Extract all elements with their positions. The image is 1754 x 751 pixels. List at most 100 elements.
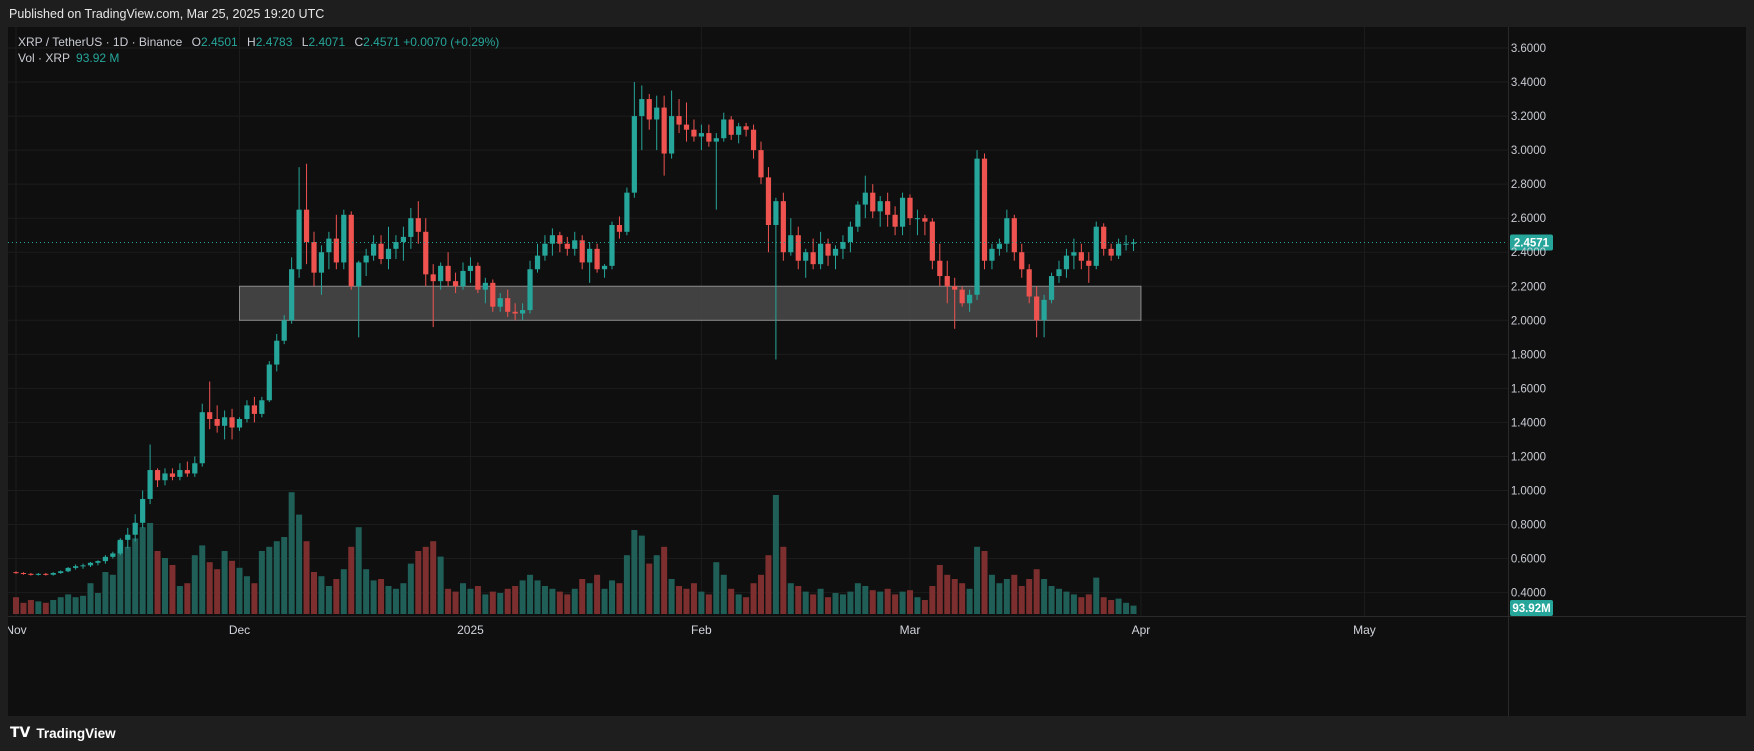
volume-label[interactable]: Vol · XRP — [18, 51, 71, 65]
volume-bar — [556, 591, 563, 614]
candle-body — [646, 99, 652, 120]
volume-bar — [266, 546, 273, 614]
candle-body — [482, 282, 488, 290]
last-volume-label: 93.92M — [1512, 603, 1550, 615]
volume-bar — [378, 579, 385, 614]
candle-body — [73, 566, 79, 568]
candle-body — [579, 240, 585, 263]
candle-body — [572, 240, 578, 249]
volume-bar — [363, 569, 370, 614]
volume-bar — [452, 591, 459, 614]
candle-body — [20, 573, 27, 575]
volume-bar — [720, 574, 727, 614]
volume-bar — [154, 551, 161, 614]
volume-bar — [735, 594, 742, 614]
price-tick-label: 2.0000 — [1511, 315, 1546, 327]
volume-bar — [1093, 577, 1100, 614]
candle-body — [326, 238, 332, 253]
volume-bar — [1123, 602, 1130, 614]
volume-bar — [392, 588, 399, 614]
candle-body — [1078, 252, 1084, 261]
candle-body — [251, 405, 257, 414]
symbol-label[interactable]: XRP / TetherUS · 1D · Binance — [18, 35, 183, 49]
candle-body — [974, 158, 980, 295]
volume-bar — [743, 597, 750, 614]
time-axis: Nov Dec 2025 Feb Mar Apr May — [8, 623, 1376, 637]
volume-bar — [50, 600, 57, 614]
volume-bar — [1056, 588, 1062, 614]
candle-body — [169, 473, 176, 477]
volume-bar — [914, 597, 921, 614]
candle-body — [408, 218, 414, 237]
candle-body — [587, 248, 593, 263]
candle-body — [222, 417, 228, 426]
volume-bar — [199, 545, 206, 614]
candlestick-chart[interactable]: 2.4571 93.92M 0.4000 0.6000 0.8000 1.0000 1.2… — [8, 27, 1746, 716]
volume-bar — [512, 586, 519, 614]
volume-bar — [1003, 579, 1010, 614]
volume-bar — [102, 572, 109, 614]
volume-bar — [1041, 579, 1048, 614]
volume-bar — [236, 567, 243, 614]
volume-bar — [1130, 605, 1137, 614]
candle-body — [989, 248, 995, 261]
volume-bar — [27, 600, 34, 614]
price-tick-label: 0.6000 — [1511, 554, 1546, 566]
tradingview-brand[interactable]: TV TradingView — [10, 725, 116, 741]
volume-bar — [728, 588, 735, 614]
candle-body — [1071, 252, 1077, 256]
candle-body — [1123, 243, 1129, 245]
candle-body — [996, 243, 1002, 249]
candle-body — [125, 534, 131, 540]
volume-bar — [147, 523, 154, 614]
low-label: L — [301, 35, 309, 49]
candle-body — [289, 269, 295, 321]
volume-bars — [13, 492, 1137, 614]
chart-grid — [8, 27, 1746, 716]
candle-body — [35, 573, 41, 575]
volume-bar — [214, 569, 221, 614]
high-value: 2.4783 — [255, 35, 293, 49]
candle-body — [937, 260, 943, 277]
open-label: O — [191, 35, 201, 49]
time-tick-label: Apr — [1132, 623, 1151, 637]
candle-body — [1063, 255, 1070, 270]
volume-bar — [437, 556, 444, 614]
candle-body — [378, 243, 384, 260]
candle-body — [624, 192, 630, 232]
price-tick-label: 3.2000 — [1511, 111, 1546, 123]
candle-body — [1056, 269, 1062, 277]
volume-bar — [750, 583, 757, 614]
volume-bar — [579, 579, 586, 614]
volume-bar — [385, 586, 392, 614]
last-volume-badge — [1510, 600, 1553, 616]
volume-bar — [564, 594, 571, 614]
volume-bar — [966, 588, 973, 614]
volume-bar — [661, 546, 668, 614]
price-tick-label: 1.2000 — [1511, 451, 1546, 463]
volume-bar — [467, 588, 474, 614]
candle-body — [110, 553, 116, 557]
candle-body — [154, 470, 161, 481]
price-tick-label: 2.4000 — [1511, 247, 1546, 259]
candle-body — [274, 340, 280, 365]
candle-body — [385, 248, 392, 260]
volume-bar — [683, 588, 690, 614]
volume-bar — [519, 580, 526, 614]
candle-body — [959, 289, 965, 304]
volume-bar — [571, 588, 578, 614]
volume-bar — [847, 591, 854, 614]
candle-body — [296, 209, 302, 270]
candle-body — [803, 252, 809, 261]
candle-body — [683, 124, 690, 130]
volume-bar — [653, 555, 660, 614]
candle-body — [43, 573, 49, 575]
volume-bar — [534, 580, 541, 614]
chart-panel[interactable]: 2.4571 93.92M 0.4000 0.6000 0.8000 1.0000 1.2… — [8, 27, 1746, 716]
candle-body — [564, 243, 570, 249]
candle-body — [952, 286, 958, 290]
volume-bar — [825, 597, 832, 614]
candle-body — [810, 252, 816, 265]
candle-body — [192, 463, 198, 474]
volume-bar — [370, 580, 377, 614]
